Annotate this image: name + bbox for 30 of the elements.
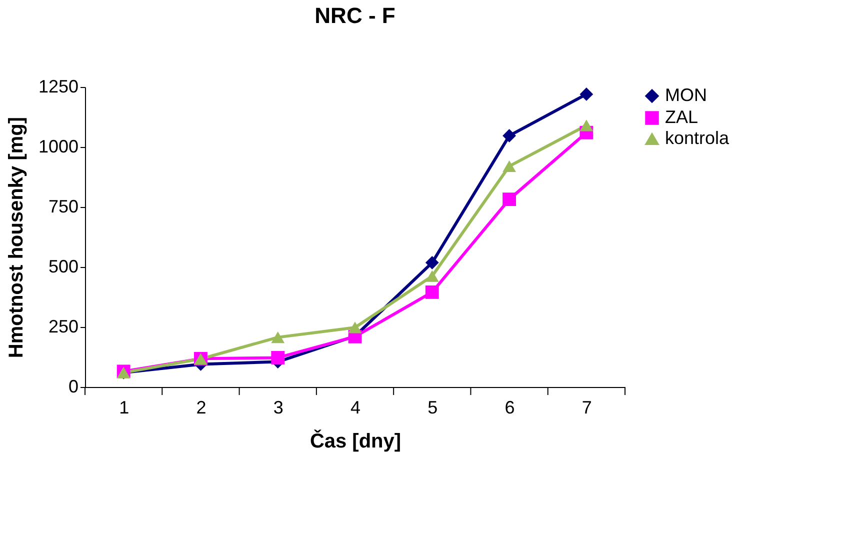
- x-tick-label: 2: [196, 398, 206, 418]
- point: [348, 322, 362, 334]
- point: [425, 270, 439, 282]
- legend-label: kontrola: [665, 128, 730, 148]
- point: [502, 129, 516, 142]
- point: [580, 87, 594, 101]
- point: [425, 285, 439, 299]
- y-tick-label: 750: [48, 196, 78, 216]
- x-tick-label: 7: [582, 398, 592, 418]
- x-axis-title: Čas [dny]: [310, 430, 402, 452]
- y-tick-label: 250: [48, 316, 78, 336]
- y-tick-label: 0: [68, 376, 78, 396]
- x-tick-label: 5: [428, 398, 438, 418]
- x-tick-label: 4: [350, 398, 361, 418]
- x-tick-label: 3: [273, 398, 284, 418]
- point: [425, 256, 439, 270]
- point: [502, 192, 516, 206]
- y-tick-label: 500: [48, 256, 78, 276]
- y-tick-label: 1250: [38, 76, 78, 96]
- y-axis-title: Hmotnost housenky [mg]: [5, 116, 28, 358]
- point: [580, 120, 594, 132]
- point: [271, 332, 285, 344]
- chart-title: NRC - F: [314, 3, 396, 28]
- x-tick-label: 6: [504, 398, 515, 418]
- x-tick-label: 1: [119, 398, 130, 418]
- point: [502, 160, 516, 172]
- legend-label: ZAL: [665, 107, 698, 127]
- point: [271, 351, 285, 364]
- y-tick-label: 1000: [38, 136, 78, 156]
- legend-label: MON: [665, 85, 707, 105]
